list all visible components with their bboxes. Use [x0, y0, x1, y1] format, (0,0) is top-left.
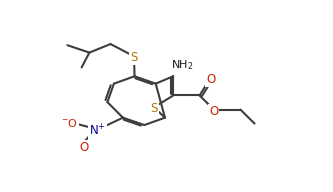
Text: S: S [150, 102, 158, 115]
Text: $^{-}$O: $^{-}$O [62, 117, 79, 129]
Text: S: S [130, 51, 138, 64]
Text: ⁻O: ⁻O [63, 118, 77, 128]
Text: NH$_2$: NH$_2$ [171, 58, 193, 72]
Text: N$^{+}$: N$^{+}$ [90, 123, 106, 139]
Text: O: O [206, 73, 215, 86]
Text: O: O [80, 141, 89, 154]
Text: O: O [209, 104, 218, 118]
